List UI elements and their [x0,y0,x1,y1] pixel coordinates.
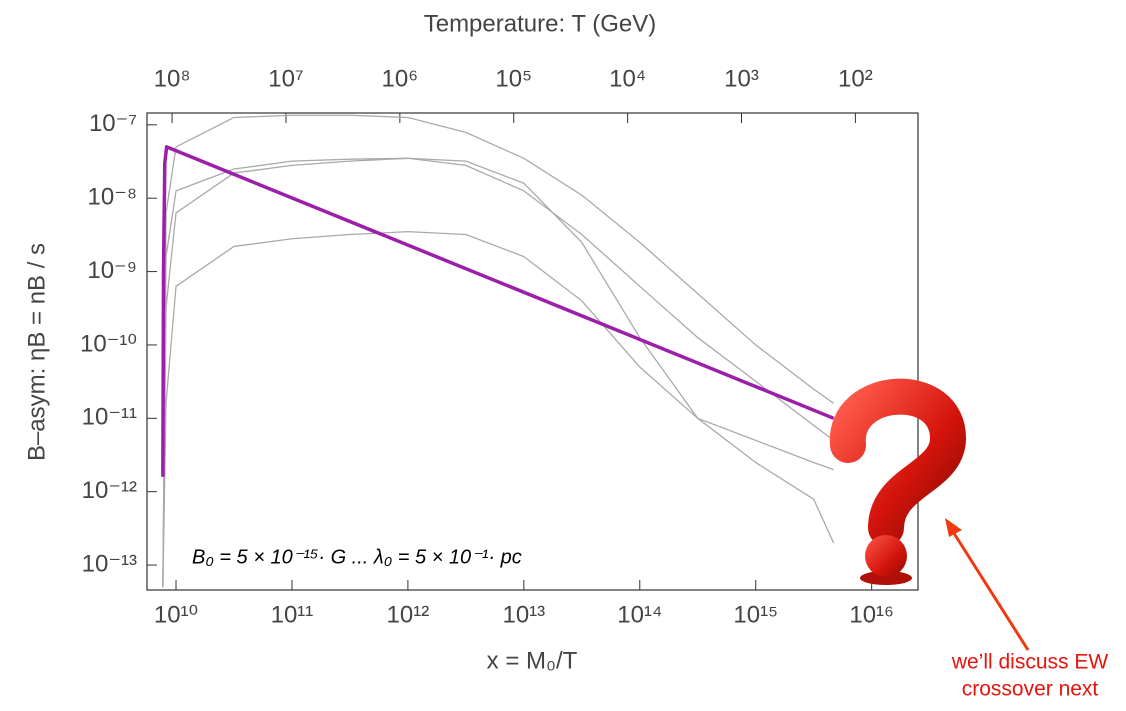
series-line [162,157,835,588]
x2-tick-label: 10⁷ [268,65,303,92]
x-tick-label: 10¹⁶ [849,601,894,628]
series-line [162,114,835,588]
x2-tick-label: 10⁶ [382,65,419,92]
series-line [161,145,835,477]
plot-frame [146,112,919,591]
x-tick-label: 10¹⁵ [733,601,778,628]
x-tick-label: 10¹² [387,601,430,628]
x-tick-label: 10¹⁰ [154,601,198,628]
question-mark-icon [829,378,966,585]
callout: we’ll discuss EW crossover next [951,651,1109,701]
y-axis-title: B–asym: ηB = nB / s [23,243,50,461]
x2-tick-label: 10⁵ [495,65,532,92]
plot-content [147,113,873,590]
x-tick-label: 10¹⁴ [617,601,662,628]
x2-tick-label: 10² [838,65,873,92]
y-tick-label: 10⁻¹³ [82,550,137,577]
callout-arrow [948,526,1030,651]
y-tick-label: 10⁻¹⁰ [80,330,137,357]
x2-tick-label: 10⁸ [154,65,191,92]
x-axis-title: x = M₀/T [487,647,578,674]
x2-tick-label: 10⁴ [609,65,646,92]
callout-line: we’ll discuss EW [951,651,1109,674]
series-line [162,231,834,588]
y-tick-label: 10⁻¹² [82,477,137,504]
x2-tick-label: 10³ [724,65,759,92]
series-line [162,157,835,588]
callout-line: crossover next [962,678,1099,701]
y-tick-label: 10⁻¹¹ [82,404,137,431]
parameter-annotation: B₀ = 5 × 10⁻¹⁵· G ... λ₀ = 5 × 10⁻¹· pc [192,546,522,568]
x-tick-label: 10¹³ [502,601,545,628]
callout-arrowhead [945,518,962,537]
y-tick-label: 10⁻⁷ [89,110,137,137]
y-tick-label: 10⁻⁹ [87,257,137,284]
x-tick-label: 10¹¹ [271,601,314,628]
top-axis-title: Temperature: T (GeV) [424,10,657,37]
y-tick-label: 10⁻⁸ [88,184,138,211]
